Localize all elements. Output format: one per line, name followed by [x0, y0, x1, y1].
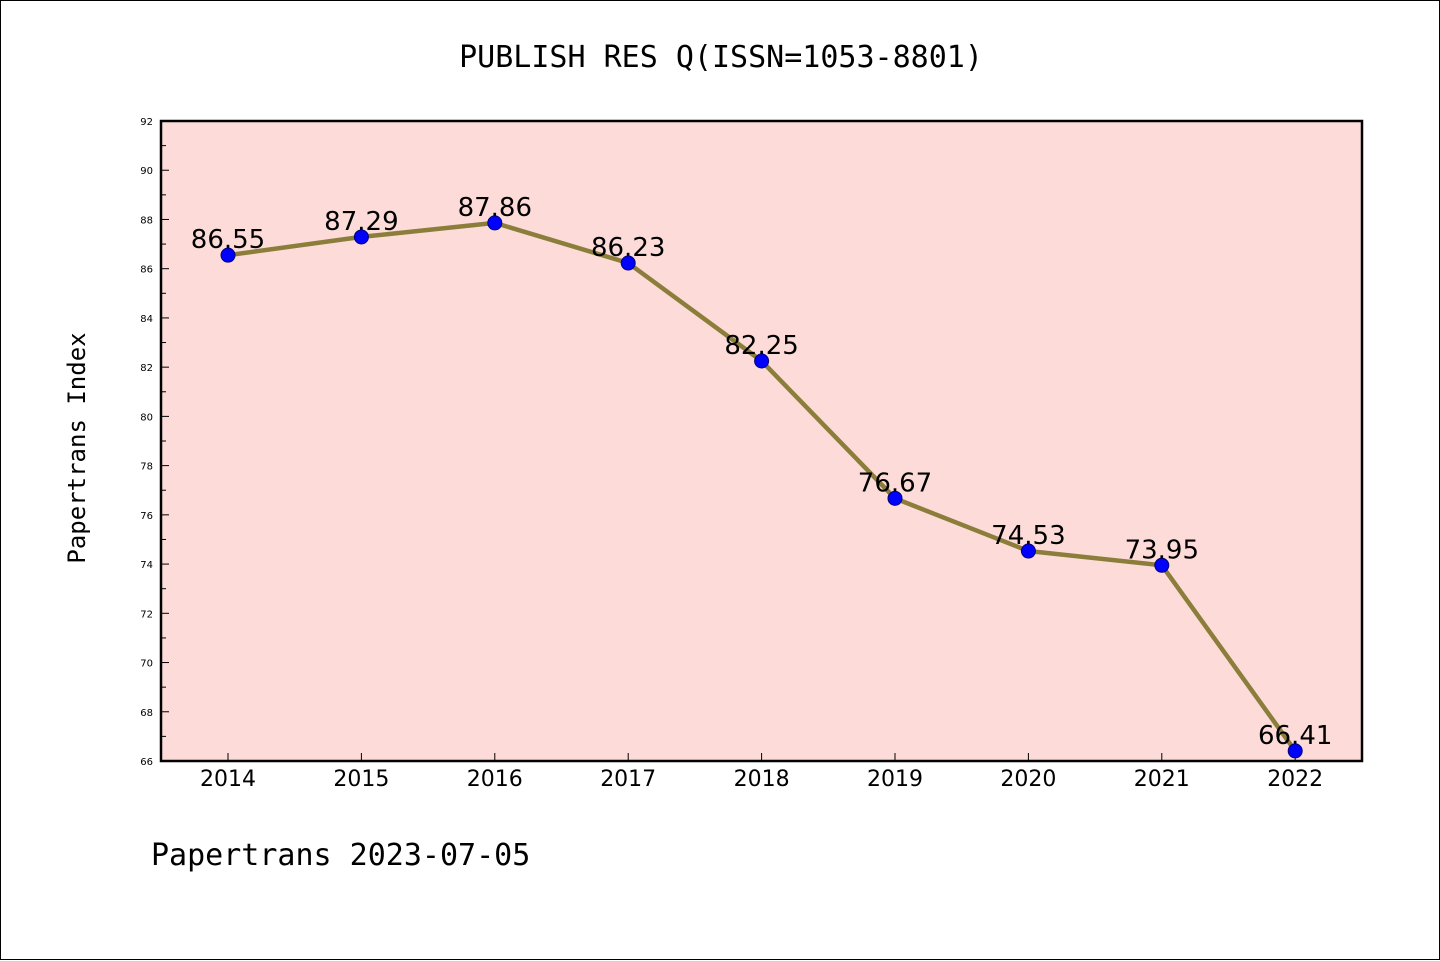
x-tick-label: 2021 [1134, 767, 1190, 792]
plot-border [159, 119, 1364, 763]
data-label: 86.55 [191, 225, 265, 255]
y-axis: 66 68 70 72 74 76 78 80 82 84 86 88 90 92 [140, 117, 169, 768]
y-tick-label: 92 [140, 117, 153, 128]
data-label: 66.41 [1258, 721, 1332, 751]
y-tick-label: 84 [140, 314, 153, 325]
y-tick-label: 82 [140, 363, 153, 374]
y-tick-label: 72 [140, 609, 153, 620]
footer-credit: Papertrans 2023-07-05 [151, 838, 530, 873]
marker-group [220, 215, 1303, 759]
x-tick-label: 2017 [600, 767, 656, 792]
y-tick-label: 68 [140, 708, 153, 719]
y-tick-label: 86 [140, 265, 153, 276]
y-tick-label: 78 [140, 462, 153, 473]
y-tick-label: 88 [140, 215, 153, 226]
data-label: 82.25 [724, 331, 798, 361]
y-tick-label: 80 [140, 412, 153, 423]
data-label: 86.23 [591, 233, 665, 263]
data-point-marker [887, 490, 903, 506]
data-point-marker [487, 215, 503, 231]
x-axis: 2014 2015 2016 2017 2018 2019 2020 2021 2022 [200, 753, 1323, 792]
data-label: 73.95 [1125, 535, 1199, 565]
chart-title: PUBLISH RES Q(ISSN=1053-8801) [459, 40, 983, 75]
x-tick-label: 2020 [1000, 767, 1056, 792]
y-tick-label: 66 [140, 757, 153, 768]
y-tick-label: 90 [140, 166, 153, 177]
data-label: 87.29 [324, 207, 398, 237]
data-point-marker [754, 353, 770, 369]
y-axis-label: Papertrans Index [63, 332, 91, 563]
data-point-marker [1020, 543, 1036, 559]
data-label: 76.67 [858, 468, 932, 498]
data-point-marker [1154, 557, 1170, 573]
x-tick-label: 2019 [867, 767, 923, 792]
x-tick-label: 2015 [333, 767, 389, 792]
data-point-marker [620, 255, 636, 271]
y-tick-label: 70 [140, 659, 153, 670]
x-tick-label: 2016 [467, 767, 523, 792]
data-point-marker [220, 247, 236, 263]
data-point-marker [1287, 743, 1303, 759]
x-tick-label: 2018 [734, 767, 790, 792]
data-label: 87.86 [458, 193, 532, 223]
data-label: 74.53 [991, 521, 1065, 551]
plot-area [161, 121, 1362, 761]
y-tick-label: 74 [140, 560, 153, 571]
x-tick-label: 2022 [1267, 767, 1323, 792]
data-point-marker [353, 229, 369, 245]
data-label-group: 86.55 87.29 87.86 86.23 82.25 76.67 74.53 73.95… [191, 193, 1333, 751]
y-tick-label: 76 [140, 511, 153, 522]
x-tick-label: 2014 [200, 767, 256, 792]
